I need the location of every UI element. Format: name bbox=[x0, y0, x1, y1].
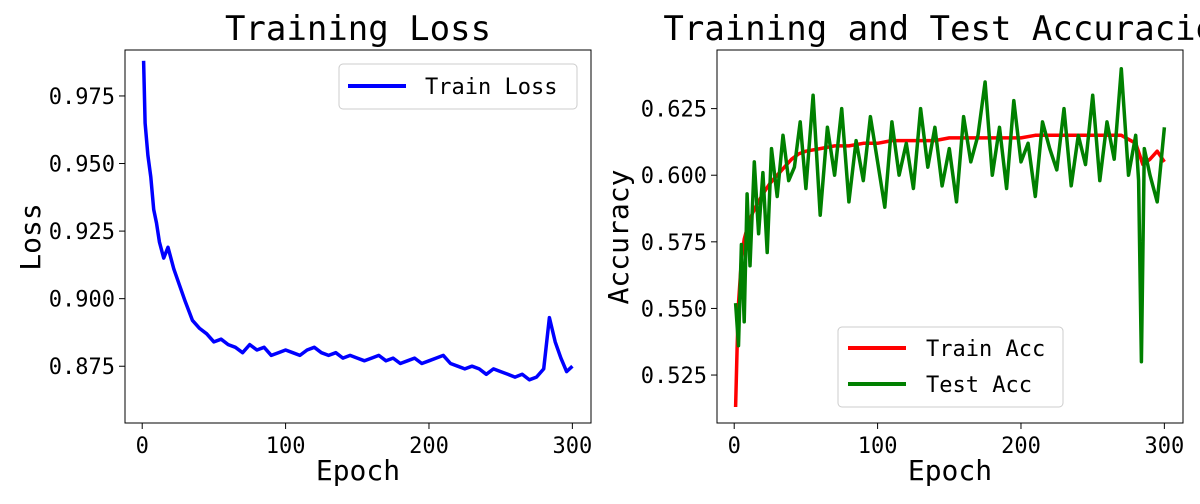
accuracy-legend-label-train: Train Acc bbox=[926, 337, 1045, 362]
loss-ytick-label: 0.900 bbox=[49, 288, 115, 313]
loss-legend-box bbox=[338, 63, 578, 110]
accuracy-ytick-label: 0.600 bbox=[641, 164, 707, 189]
accuracy-ytick-label: 0.625 bbox=[641, 98, 707, 123]
accuracy-chart: Training and Test Accuracies Epoch Accur… bbox=[602, 9, 1200, 487]
accuracy-chart-yticks: 0.525 0.550 0.575 0.600 0.625 bbox=[641, 98, 717, 389]
loss-ytick-label: 0.950 bbox=[49, 153, 115, 178]
loss-xtick-label: 200 bbox=[409, 434, 449, 459]
accuracy-ytick-label: 0.575 bbox=[641, 231, 707, 256]
loss-chart-xlabel: Epoch bbox=[316, 454, 400, 487]
accuracy-xtick-label: 0 bbox=[728, 434, 741, 459]
loss-ytick-label: 0.875 bbox=[49, 355, 115, 380]
accuracy-chart-ylabel: Accuracy bbox=[602, 170, 635, 305]
loss-legend-label-train: Train Loss bbox=[425, 75, 557, 100]
accuracy-xtick-label: 200 bbox=[1001, 434, 1041, 459]
loss-chart-frame bbox=[124, 49, 592, 424]
loss-xtick-label: 100 bbox=[266, 434, 306, 459]
accuracy-chart-legend: Train Acc Test Acc bbox=[837, 326, 1064, 408]
loss-chart-xticks: 0 100 200 300 bbox=[136, 423, 592, 459]
loss-ytick-label: 0.975 bbox=[49, 85, 115, 110]
loss-chart: Training Loss Epoch Loss 0 100 200 300 0.87… bbox=[14, 9, 592, 487]
accuracy-ytick-label: 0.525 bbox=[641, 364, 707, 389]
loss-series-train-loss bbox=[141, 60, 574, 382]
loss-chart-yticks: 0.875 0.900 0.925 0.950 0.975 bbox=[49, 85, 125, 380]
accuracy-xtick-label: 300 bbox=[1144, 434, 1184, 459]
accuracy-chart-xticks: 0 100 200 300 bbox=[728, 423, 1184, 459]
accuracy-chart-frame bbox=[716, 49, 1184, 424]
loss-chart-plot-area bbox=[141, 60, 574, 382]
accuracy-xtick-label: 100 bbox=[858, 434, 898, 459]
loss-xtick-label: 300 bbox=[552, 434, 592, 459]
loss-chart-title: Training Loss bbox=[225, 9, 491, 49]
accuracy-ytick-label: 0.550 bbox=[641, 297, 707, 322]
loss-chart-ylabel: Loss bbox=[14, 203, 47, 270]
accuracy-legend-label-test: Test Acc bbox=[926, 373, 1032, 398]
loss-xtick-label: 0 bbox=[136, 434, 149, 459]
accuracy-chart-xlabel: Epoch bbox=[908, 454, 992, 487]
accuracy-chart-title: Training and Test Accuracies bbox=[663, 9, 1200, 49]
loss-ytick-label: 0.925 bbox=[49, 220, 115, 245]
accuracy-chart-plot-area bbox=[733, 66, 1167, 408]
loss-chart-legend: Train Loss bbox=[338, 63, 578, 110]
accuracy-series-test-acc bbox=[733, 66, 1167, 364]
